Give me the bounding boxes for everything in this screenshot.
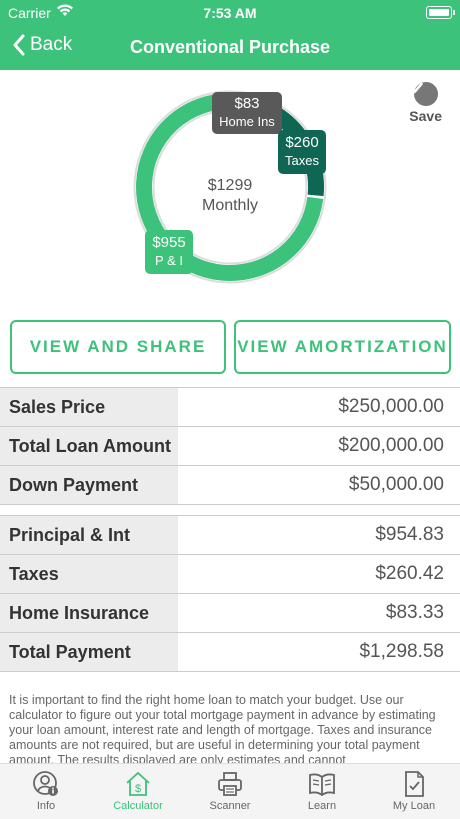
payment-breakdown-table: Principal & Int $954.83 Taxes $260.42 Ho… (0, 515, 460, 672)
table-row: Total Loan Amount $200,000.00 (0, 427, 460, 466)
document-check-icon (405, 771, 424, 797)
row-label: Sales Price (0, 388, 178, 426)
person-info-icon (33, 771, 58, 796)
tab-bar: Info $ Calculator Scanner Learn (0, 763, 460, 819)
loan-summary-table: Sales Price $250,000.00 Total Loan Amoun… (0, 387, 460, 505)
tab-label: Calculator (113, 800, 163, 812)
row-value[interactable]: $200,000.00 (338, 435, 444, 456)
tab-label: Scanner (209, 800, 251, 812)
principal-interest-tag-label: P & I (155, 253, 183, 268)
save-label: Save (409, 108, 442, 124)
row-label: Total Payment (0, 633, 178, 671)
row-value[interactable]: $250,000.00 (338, 396, 444, 417)
row-label: Principal & Int (0, 516, 178, 554)
taxes-tag-label: Taxes (285, 153, 319, 168)
table-row: Total Payment $1,298.58 (0, 633, 460, 672)
clock: 7:53 AM (203, 5, 257, 21)
table-row: Principal & Int $954.83 (0, 516, 460, 555)
home-insurance-tag: $83 Home Ins (212, 92, 282, 134)
principal-interest-tag-value: $955 (152, 234, 186, 251)
page-title: Conventional Purchase (129, 37, 331, 57)
row-value: $1,298.58 (359, 641, 444, 662)
tab-scanner[interactable]: Scanner (184, 764, 276, 819)
principal-interest-tag: $955 P & I (145, 230, 193, 274)
home-insurance-tag-value: $83 (234, 95, 260, 112)
battery-icon (426, 6, 455, 19)
carrier-label: Carrier (8, 5, 51, 21)
tab-calculator[interactable]: $ Calculator (92, 764, 184, 819)
tab-my-loan[interactable]: My Loan (368, 764, 460, 819)
printer-icon (218, 772, 242, 796)
house-dollar-icon: $ (126, 771, 150, 796)
donut-center-value: $1299 (207, 177, 253, 194)
disclaimer-text: It is important to find the right home l… (9, 693, 436, 763)
tab-label: My Loan (392, 800, 436, 812)
row-value[interactable]: $83.33 (385, 602, 444, 623)
payment-donut-chart: $1299 Monthly $83 Home Ins $260 Taxes $9… (0, 70, 460, 310)
back-label: Back (30, 34, 73, 55)
donut-center: $1299 Monthly (170, 176, 290, 216)
row-label: Home Insurance (0, 594, 178, 632)
tab-learn[interactable]: Learn (276, 764, 368, 819)
row-value: $954.83 (375, 524, 444, 545)
back-button[interactable]: Back (12, 34, 72, 56)
table-row: Sales Price $250,000.00 (0, 388, 460, 427)
chevron-left-icon (13, 34, 25, 56)
table-row: Down Payment $50,000.00 (0, 466, 460, 505)
app-header: Carrier 7:53 AM Back Conventional Purcha… (0, 0, 460, 70)
row-value[interactable]: $50,000.00 (348, 474, 444, 495)
checkmark-icon (409, 82, 438, 106)
donut-center-label: Monthly (201, 197, 259, 214)
wifi-icon (56, 3, 74, 20)
view-and-share-button[interactable]: VIEW AND SHARE (10, 320, 226, 374)
status-bar: Carrier 7:53 AM (0, 3, 460, 23)
save-button[interactable]: Save (409, 82, 442, 124)
table-row: Home Insurance $83.33 (0, 594, 460, 633)
tab-label: Learn (307, 800, 337, 812)
row-value[interactable]: $260.42 (375, 563, 444, 584)
home-insurance-tag-label: Home Ins (219, 114, 275, 129)
donut-outer-border (133, 90, 327, 284)
book-icon (309, 773, 335, 797)
table-row: Taxes $260.42 (0, 555, 460, 594)
tab-label: Info (36, 800, 56, 812)
row-label: Down Payment (0, 466, 178, 504)
svg-text:$: $ (135, 783, 141, 795)
view-amortization-button[interactable]: VIEW AMORTIZATION (234, 320, 451, 374)
nav-bar: Back Conventional Purchase (0, 30, 460, 66)
tab-info[interactable]: Info (0, 764, 92, 819)
taxes-tag-value: $260 (285, 134, 319, 151)
row-label: Taxes (0, 555, 178, 593)
taxes-tag: $260 Taxes (278, 130, 326, 174)
row-label: Total Loan Amount (0, 427, 178, 465)
